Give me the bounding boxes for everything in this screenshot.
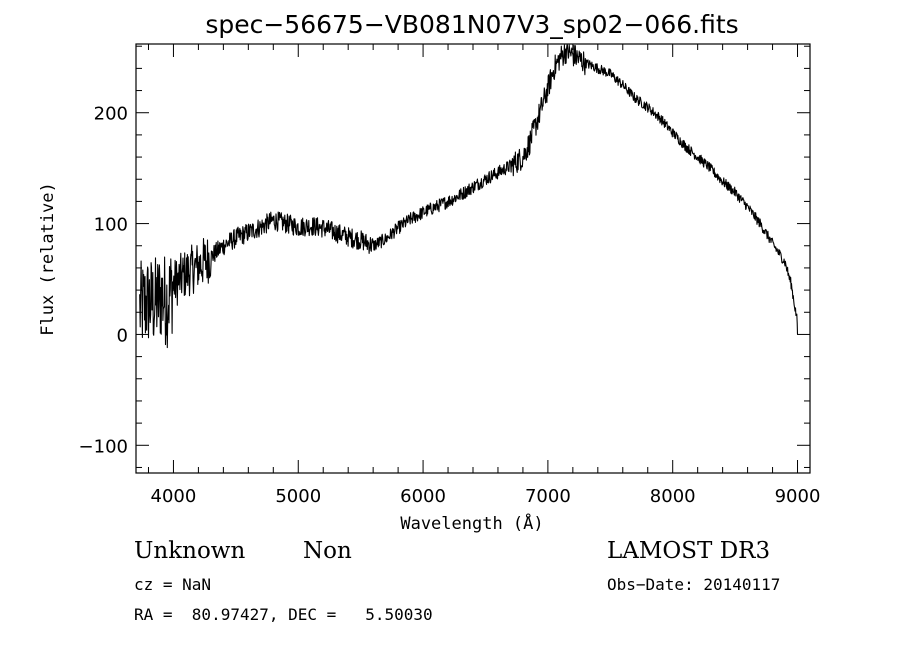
y-tick-label: −100 (79, 436, 128, 457)
y-axis-label: Flux (relative) (38, 182, 58, 336)
y-minor-ticks (136, 45, 810, 468)
x-tick-label: 9000 (775, 486, 821, 507)
redshift-cz: cz = NaN (134, 575, 212, 594)
x-tick-label: 4000 (151, 486, 197, 507)
y-tick-label: 100 (94, 215, 128, 236)
x-tick-label: 8000 (650, 486, 696, 507)
y-tick-label: 200 (94, 104, 128, 125)
coordinates: RA = 80.97427, DEC = 5.50030 (134, 605, 433, 624)
object-subclass: Non (303, 538, 352, 564)
x-tick-label: 6000 (400, 486, 446, 507)
y-major-ticks (136, 112, 810, 446)
x-major-ticks (172, 44, 799, 473)
x-axis-label: Wavelength (Å) (400, 512, 543, 534)
x-tick-label: 5000 (275, 486, 321, 507)
spectrum-line (139, 44, 799, 349)
y-tick-labels: −100 0 100 200 (79, 104, 128, 458)
chart-title: spec−56675−VB081N07V3_sp02−066.fits (205, 10, 738, 39)
x-tick-labels: 4000 5000 6000 7000 8000 9000 (151, 486, 821, 507)
plot-frame (135, 43, 811, 474)
x-tick-label: 7000 (525, 486, 571, 507)
x-minor-ticks (147, 44, 774, 473)
obs-date: Obs−Date: 20140117 (607, 575, 781, 594)
survey-name: LAMOST DR3 (607, 538, 771, 564)
y-tick-label: 0 (117, 325, 128, 346)
object-class: Unknown (134, 538, 246, 564)
